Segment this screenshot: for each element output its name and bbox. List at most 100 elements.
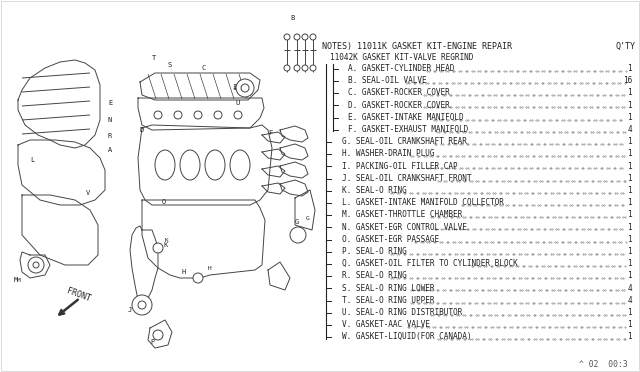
Polygon shape <box>295 190 315 230</box>
Text: E: E <box>108 100 112 106</box>
Text: G: G <box>295 219 300 225</box>
Ellipse shape <box>155 150 175 180</box>
Text: T. SEAL-O RING UPPER: T. SEAL-O RING UPPER <box>342 296 435 305</box>
Circle shape <box>28 257 44 273</box>
Polygon shape <box>280 144 308 160</box>
Polygon shape <box>262 149 285 160</box>
Text: D. GASKET-ROCKER COVER: D. GASKET-ROCKER COVER <box>348 100 450 110</box>
Text: 1: 1 <box>627 198 632 207</box>
Text: 16: 16 <box>623 76 632 85</box>
Polygon shape <box>262 132 285 143</box>
Polygon shape <box>262 183 285 194</box>
Text: U. SEAL-O RING DISTRIBUTOR: U. SEAL-O RING DISTRIBUTOR <box>342 308 462 317</box>
Text: R: R <box>108 133 112 139</box>
Circle shape <box>138 301 146 309</box>
Text: E. GASKET-INTAKE MANIFOLD: E. GASKET-INTAKE MANIFOLD <box>348 113 463 122</box>
Text: 1: 1 <box>627 272 632 280</box>
Polygon shape <box>18 140 105 205</box>
Text: P: P <box>150 339 154 345</box>
Text: 1: 1 <box>627 150 632 158</box>
Text: FRONT: FRONT <box>65 286 92 304</box>
Text: T: T <box>152 55 156 61</box>
Text: L. GASKET-INTAKE MANIFOLD COLLECTOR: L. GASKET-INTAKE MANIFOLD COLLECTOR <box>342 198 504 207</box>
Circle shape <box>154 111 162 119</box>
Polygon shape <box>268 262 290 290</box>
Text: 4: 4 <box>627 296 632 305</box>
Circle shape <box>310 65 316 71</box>
Text: K. SEAL-O RING: K. SEAL-O RING <box>342 186 407 195</box>
Text: 1: 1 <box>627 161 632 171</box>
Polygon shape <box>148 320 172 348</box>
Circle shape <box>310 34 316 40</box>
Polygon shape <box>18 60 100 148</box>
Text: 1: 1 <box>627 259 632 268</box>
Text: 1: 1 <box>627 333 632 341</box>
Text: I. PACKING-OIL FILLER CAP: I. PACKING-OIL FILLER CAP <box>342 161 458 171</box>
Text: D: D <box>140 127 144 133</box>
Text: S: S <box>168 62 172 68</box>
Text: 4: 4 <box>627 125 632 134</box>
Text: N. GASKET-EGR CONTROL VALVE: N. GASKET-EGR CONTROL VALVE <box>342 222 467 232</box>
Circle shape <box>302 65 308 71</box>
Text: 1: 1 <box>627 137 632 146</box>
Polygon shape <box>142 200 265 278</box>
Text: U: U <box>235 100 239 106</box>
Polygon shape <box>138 98 264 130</box>
Ellipse shape <box>205 150 225 180</box>
Ellipse shape <box>230 150 250 180</box>
Text: 1: 1 <box>627 64 632 73</box>
Text: V: V <box>86 190 90 196</box>
Circle shape <box>33 262 39 268</box>
Text: 1: 1 <box>627 100 632 110</box>
Polygon shape <box>138 125 272 205</box>
Text: G. SEAL-OIL CRANKSHAFT REAR: G. SEAL-OIL CRANKSHAFT REAR <box>342 137 467 146</box>
Text: V. GASKET-AAC VALVE: V. GASKET-AAC VALVE <box>342 320 430 329</box>
Text: J. SEAL-OIL CRANKSHAFT FRONT: J. SEAL-OIL CRANKSHAFT FRONT <box>342 174 472 183</box>
Text: G: G <box>306 215 310 221</box>
Circle shape <box>214 111 222 119</box>
Circle shape <box>294 34 300 40</box>
Text: I: I <box>232 86 236 90</box>
Text: K: K <box>165 237 169 243</box>
Text: B: B <box>290 15 294 21</box>
Circle shape <box>153 330 163 340</box>
Text: 1: 1 <box>627 211 632 219</box>
Text: B. SEAL-OIL VALVE: B. SEAL-OIL VALVE <box>348 76 427 85</box>
Text: H: H <box>182 269 186 275</box>
Text: K: K <box>163 242 167 248</box>
Text: 1: 1 <box>627 222 632 232</box>
Text: M: M <box>14 277 19 283</box>
Text: ^ 02  00:3: ^ 02 00:3 <box>579 360 628 369</box>
Text: P. SEAL-O RING: P. SEAL-O RING <box>342 247 407 256</box>
Text: Q'TY: Q'TY <box>615 42 635 51</box>
Text: M: M <box>17 278 20 282</box>
Polygon shape <box>280 180 308 196</box>
Text: 11042K GASKET KIT-VALVE REGRIND: 11042K GASKET KIT-VALVE REGRIND <box>330 53 474 62</box>
Text: 1: 1 <box>627 113 632 122</box>
Text: O: O <box>162 199 166 205</box>
Circle shape <box>284 65 290 71</box>
Text: H: H <box>208 266 212 270</box>
Text: 1: 1 <box>627 247 632 256</box>
Ellipse shape <box>180 150 200 180</box>
Text: H. WASHER-DRAIN PLUG: H. WASHER-DRAIN PLUG <box>342 150 435 158</box>
Polygon shape <box>280 126 308 142</box>
Circle shape <box>153 243 163 253</box>
Text: J: J <box>128 307 132 313</box>
Polygon shape <box>140 73 260 100</box>
Polygon shape <box>22 195 98 265</box>
Text: 1: 1 <box>627 235 632 244</box>
Text: W. GASKET-LIQUID(FOR CANADA): W. GASKET-LIQUID(FOR CANADA) <box>342 333 472 341</box>
Circle shape <box>290 227 306 243</box>
Circle shape <box>234 111 242 119</box>
Text: F. GASKET-EXHAUST MANIFOLD: F. GASKET-EXHAUST MANIFOLD <box>348 125 468 134</box>
Text: 1: 1 <box>627 174 632 183</box>
Text: L: L <box>30 157 35 163</box>
Text: R. SEAL-O RING: R. SEAL-O RING <box>342 272 407 280</box>
Text: A: A <box>108 147 112 153</box>
Text: Q. GASKET-OIL FILTER TO CYLINDER BLOCK: Q. GASKET-OIL FILTER TO CYLINDER BLOCK <box>342 259 518 268</box>
Text: 1: 1 <box>627 89 632 97</box>
Text: I: I <box>232 84 236 90</box>
Text: A. GASKET-CYLINDER HEAD: A. GASKET-CYLINDER HEAD <box>348 64 454 73</box>
Circle shape <box>194 111 202 119</box>
